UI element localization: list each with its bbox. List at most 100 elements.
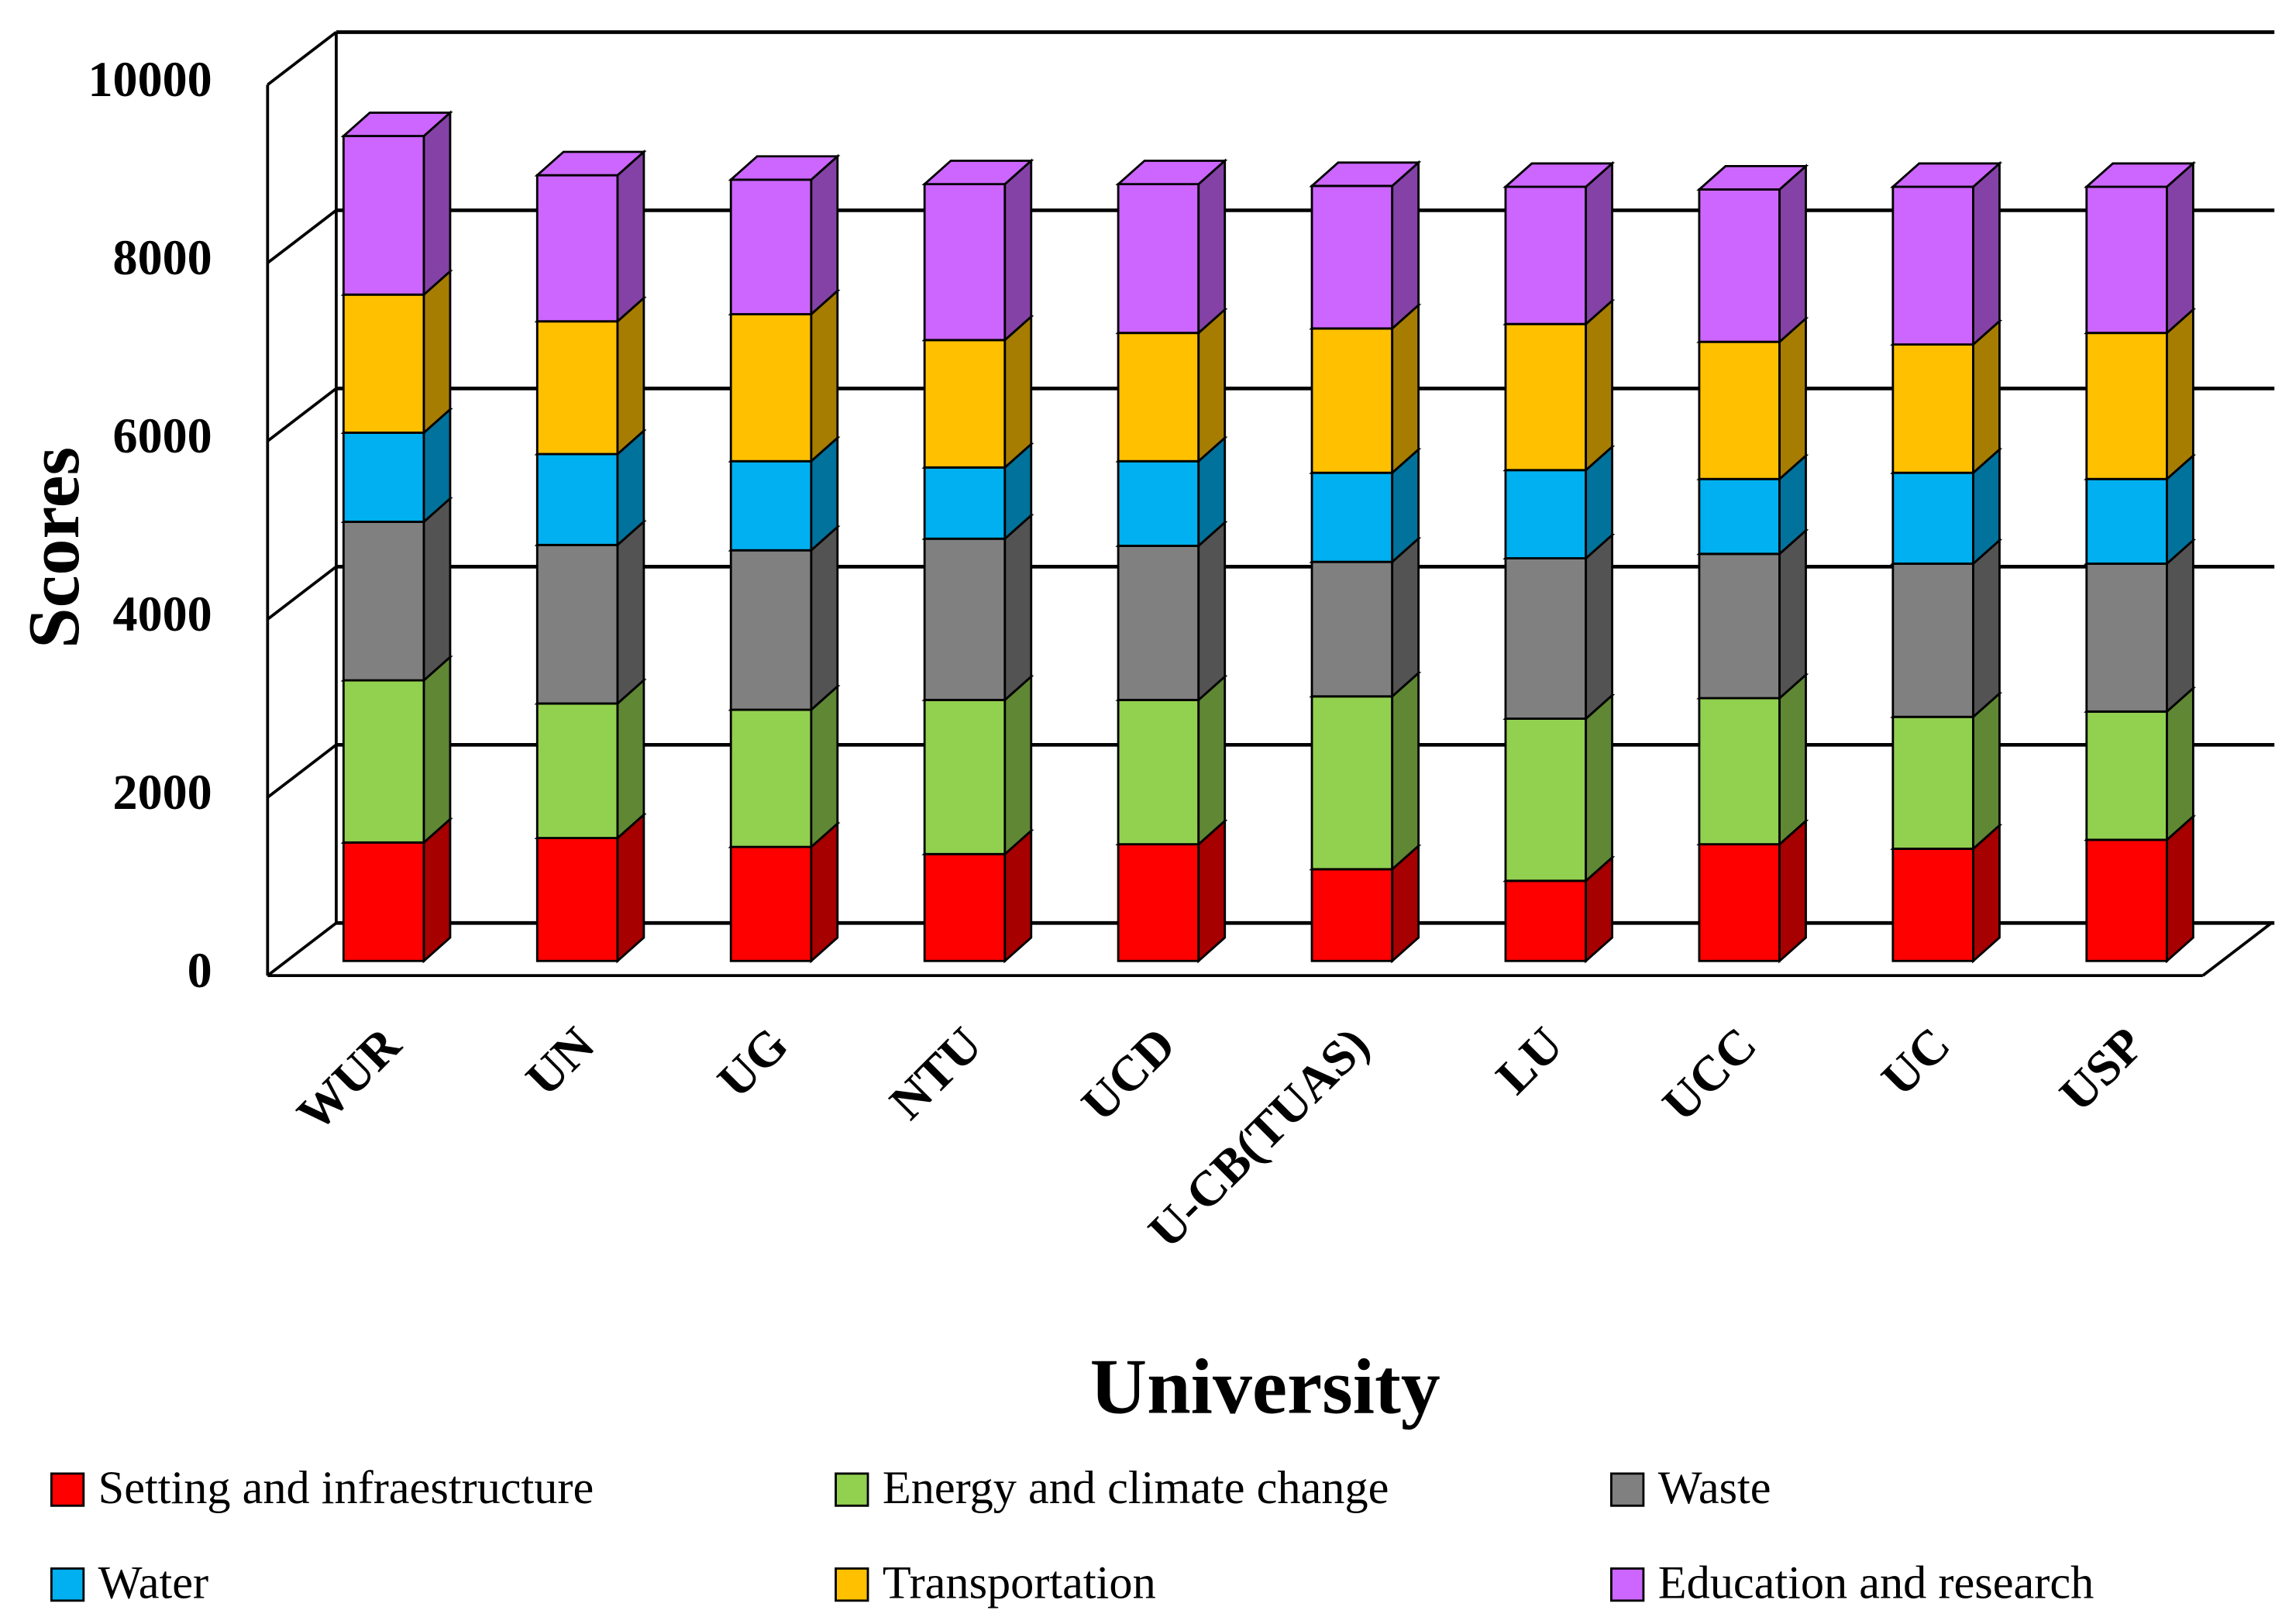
bar-front xyxy=(1310,868,1394,962)
x-tick-label: LU xyxy=(1485,1017,1573,1104)
bar-front xyxy=(1117,332,1200,463)
y-tick-label: 6000 xyxy=(113,408,212,463)
bar-top xyxy=(1890,162,2003,188)
bar-front xyxy=(1891,847,1974,962)
y-tick-label: 8000 xyxy=(113,230,212,285)
bar-side xyxy=(810,288,839,464)
legend-label: Waste xyxy=(1658,1462,1771,1514)
grid-side xyxy=(267,565,338,621)
legend-swatch xyxy=(50,1567,85,1602)
bar-front xyxy=(923,698,1007,855)
bar-front xyxy=(1891,715,1974,850)
bar-front xyxy=(923,183,1007,342)
bar-top xyxy=(921,160,1034,186)
bar-side xyxy=(422,654,452,845)
bar-top xyxy=(1502,162,1616,188)
bar-segment xyxy=(1890,538,2003,720)
bar-front xyxy=(923,537,1007,701)
bar-front xyxy=(729,549,813,711)
bar-side xyxy=(1972,690,2001,852)
x-tick-label: UG xyxy=(707,1017,798,1108)
bar-front xyxy=(535,174,619,323)
bar-side xyxy=(1778,528,1807,701)
bar-segment xyxy=(1309,160,1422,332)
bar-segment xyxy=(1502,693,1616,883)
bar-segment xyxy=(921,158,1034,343)
bar-front xyxy=(1891,563,1974,718)
bar-segment xyxy=(340,110,453,298)
bar-segment xyxy=(1696,528,1809,701)
bar-side xyxy=(616,812,645,964)
bar-front xyxy=(2085,838,2168,962)
bar-segment xyxy=(1309,302,1422,476)
y-axis-title: Scores xyxy=(14,447,95,649)
bar-front xyxy=(342,841,425,962)
bar-side xyxy=(1197,674,1227,847)
bar-side xyxy=(2166,814,2194,964)
legend-swatch xyxy=(835,1567,869,1602)
bar-front xyxy=(1310,327,1394,474)
bar-segment xyxy=(2084,307,2197,482)
bar-segment xyxy=(921,512,1034,703)
bar-segment xyxy=(1115,674,1228,847)
bar-top xyxy=(1309,161,1422,188)
bar-front xyxy=(1310,695,1394,871)
bar-front xyxy=(342,432,425,523)
bar-side xyxy=(2166,686,2194,843)
y-tick-label: 10000 xyxy=(88,52,212,107)
y-tick-label: 4000 xyxy=(113,587,212,642)
bar-side xyxy=(810,153,839,317)
bar-segment xyxy=(1115,435,1228,549)
bar-top xyxy=(1696,164,1809,191)
legend-swatch xyxy=(835,1472,869,1507)
legend-label: Energy and climate change xyxy=(883,1462,1389,1514)
bar-segment xyxy=(1115,520,1228,703)
x-tick-label: UC xyxy=(1871,1017,1960,1106)
y-tick-label: 2000 xyxy=(113,765,212,820)
bar-segment xyxy=(1890,160,2003,347)
bar-side xyxy=(1003,512,1033,703)
legend-swatch xyxy=(1610,1472,1645,1507)
x-tick-label: UCC xyxy=(1652,1017,1767,1131)
bar-side xyxy=(1197,158,1227,335)
bar-side xyxy=(1197,307,1227,464)
x-axis-title: University xyxy=(1090,1343,1440,1430)
bar-side xyxy=(2166,538,2194,714)
x-tick-label: NTU xyxy=(879,1017,992,1130)
y-tick-label: 0 xyxy=(188,943,212,998)
legend-label: Education and research xyxy=(1658,1557,2094,1609)
bar-side xyxy=(1778,315,1807,482)
bar-segment xyxy=(921,674,1034,857)
bar-front xyxy=(729,459,813,552)
bar-segment xyxy=(1309,670,1422,872)
bar-segment xyxy=(1502,160,1616,327)
x-tick-label: UN xyxy=(515,1017,605,1106)
bar-side xyxy=(1585,532,1613,721)
bar-front xyxy=(1117,698,1200,846)
bar-front xyxy=(729,178,813,315)
bar-side xyxy=(1778,672,1807,847)
bar-side xyxy=(422,268,452,435)
grid-side xyxy=(267,387,338,442)
bar-front xyxy=(2085,185,2168,335)
bar-segment xyxy=(1696,163,1809,345)
bar-side xyxy=(422,496,452,683)
x-tick-label: USP xyxy=(2049,1017,2154,1122)
bar-segment xyxy=(728,524,841,713)
bar-front xyxy=(1891,343,1974,474)
bar-front xyxy=(2085,332,2168,480)
bar-side xyxy=(1003,674,1033,857)
legend-swatch xyxy=(50,1472,85,1507)
bar-front xyxy=(1310,560,1394,698)
bar-side xyxy=(1391,302,1420,476)
bar-side xyxy=(1972,538,2001,720)
bar-segment xyxy=(2084,160,2197,335)
grid-side xyxy=(267,208,338,264)
bar-segment xyxy=(728,435,841,553)
bar-side xyxy=(1585,160,1613,327)
bar-segment xyxy=(534,519,647,707)
bar-front xyxy=(535,837,619,962)
bar-front xyxy=(535,320,619,456)
bar-side xyxy=(810,683,839,850)
